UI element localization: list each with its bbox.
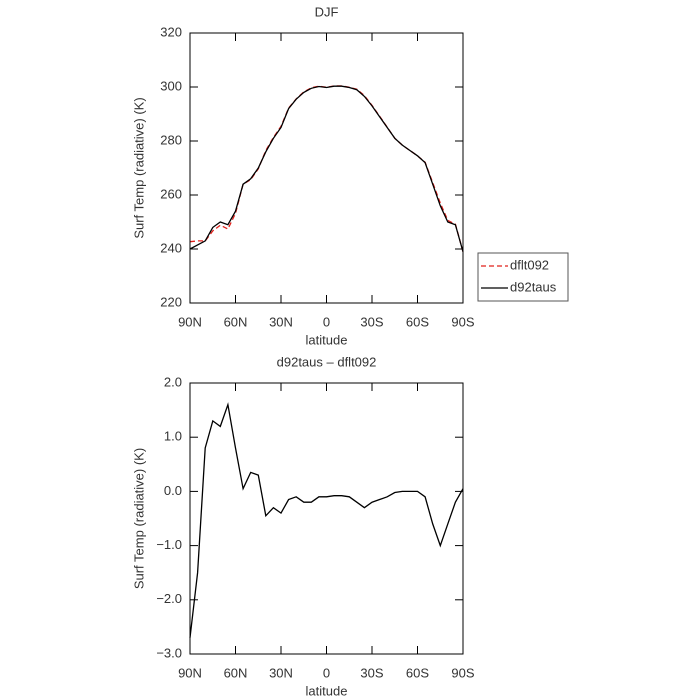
x-tick-label: 90S	[451, 314, 474, 329]
legend-label: dflt092	[510, 257, 549, 272]
x-tick-label: 90N	[178, 314, 202, 329]
chart-title: DJF	[315, 4, 339, 19]
x-tick-label: 30N	[269, 314, 293, 329]
y-tick-label: 260	[160, 186, 182, 201]
x-tick-label: 0	[323, 665, 330, 680]
y-tick-label: −1.0	[156, 537, 182, 552]
y-tick-label: 280	[160, 132, 182, 147]
x-tick-label: 30N	[269, 665, 293, 680]
y-tick-label: 2.0	[164, 374, 182, 389]
y-tick-label: 300	[160, 78, 182, 93]
plot-frame	[189, 32, 464, 304]
x-tick-label: 30S	[360, 314, 383, 329]
legend-label: d92taus	[510, 279, 557, 294]
data-line	[189, 85, 464, 252]
x-tick-label: 60N	[224, 665, 248, 680]
y-tick-label: 240	[160, 240, 182, 255]
y-axis-label: Surf Temp (radiative) (K)	[131, 97, 146, 238]
y-tick-label: 320	[160, 24, 182, 39]
chart-title: d92taus – dflt092	[277, 354, 377, 369]
y-tick-label: −3.0	[156, 645, 182, 660]
y-tick-label: 220	[160, 294, 182, 309]
x-axis-label: latitude	[306, 683, 348, 698]
plot-frame	[189, 382, 464, 655]
data-line	[189, 85, 464, 252]
x-tick-label: 90S	[451, 665, 474, 680]
x-axis-label: latitude	[306, 332, 348, 347]
y-tick-label: −2.0	[156, 591, 182, 606]
x-tick-label: 0	[323, 314, 330, 329]
x-tick-label: 30S	[360, 665, 383, 680]
x-tick-label: 60S	[406, 314, 429, 329]
x-tick-label: 60N	[224, 314, 248, 329]
x-tick-label: 90N	[178, 665, 202, 680]
y-tick-label: 0.0	[164, 483, 182, 498]
data-line	[189, 402, 464, 638]
x-tick-label: 60S	[406, 665, 429, 680]
y-tick-label: 1.0	[164, 429, 182, 444]
y-axis-label: Surf Temp (radiative) (K)	[131, 448, 146, 589]
legend-box	[477, 252, 569, 302]
